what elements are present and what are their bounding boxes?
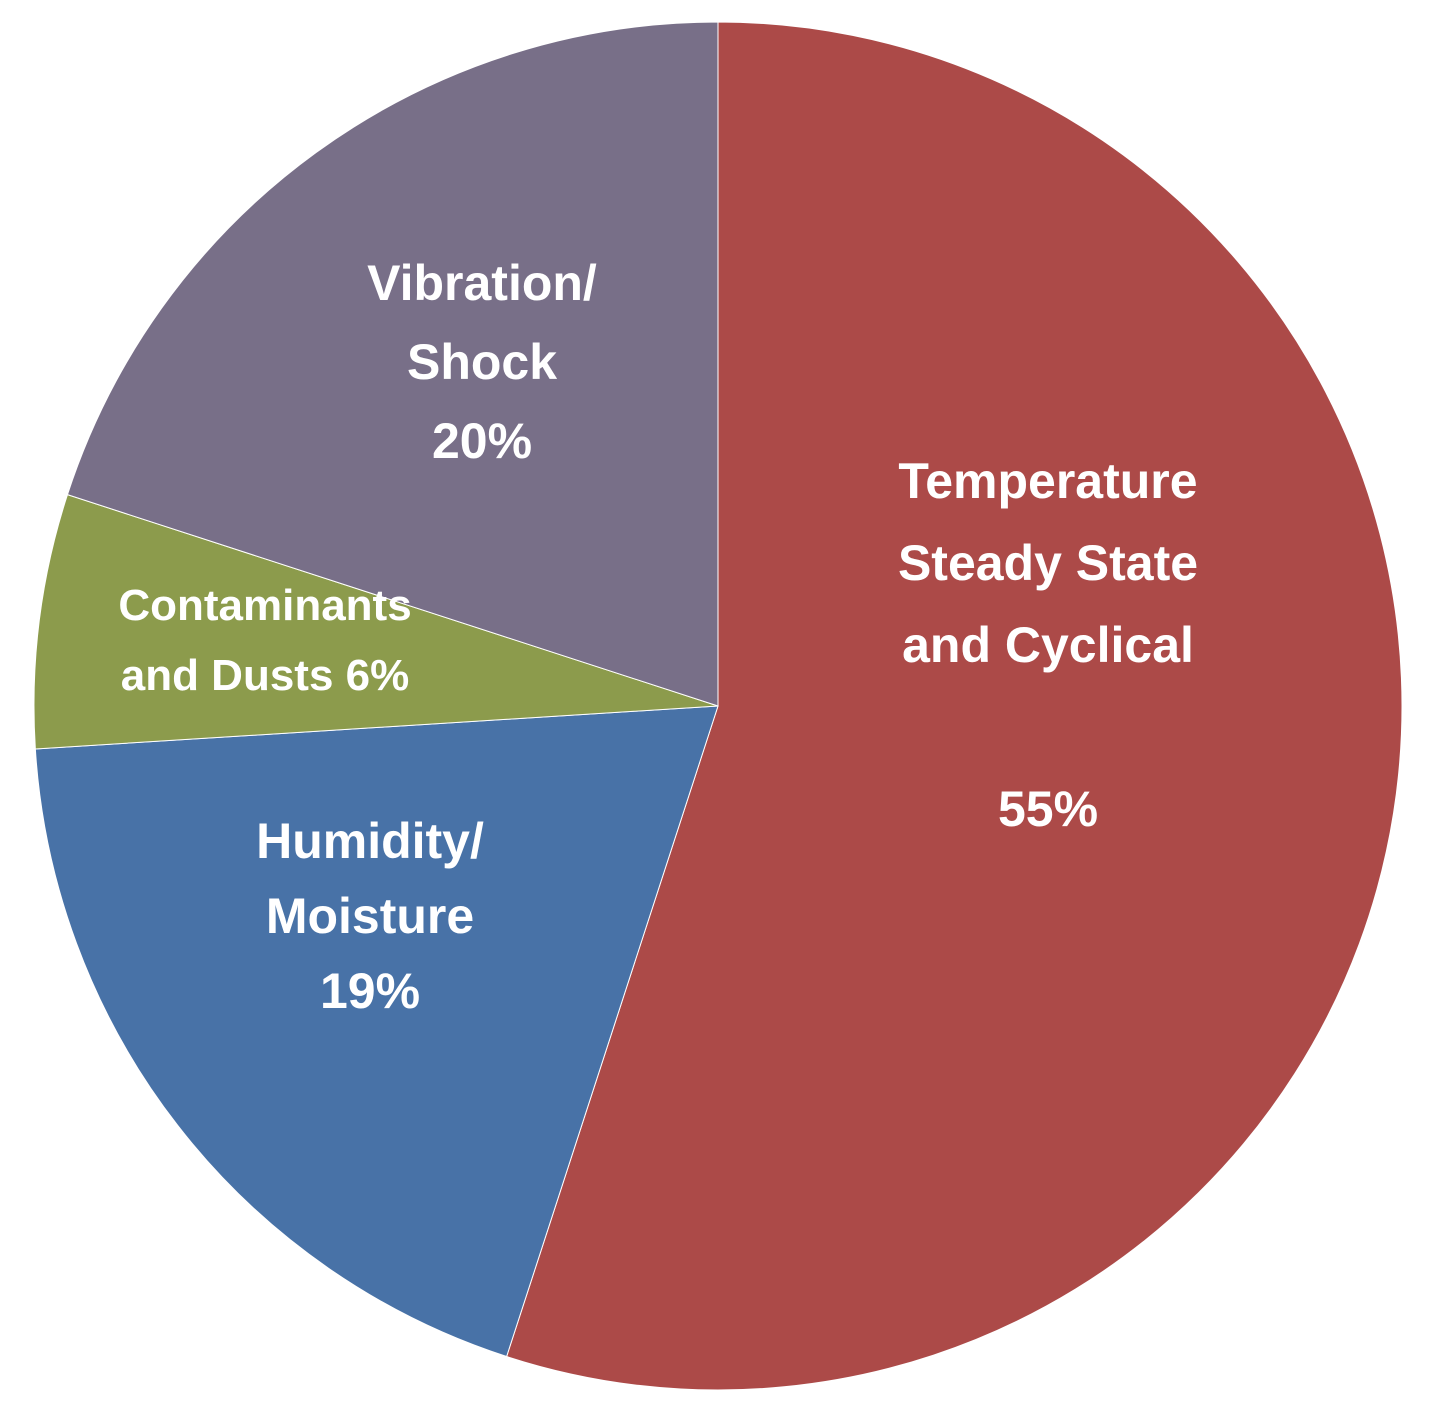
slice-label-temperature-steady-state-and-cyclical: Temperature Steady State and Cyclical 55%: [898, 453, 1198, 837]
slice-label-line: 55%: [998, 781, 1098, 837]
slice-label-humidity-moisture: Humidity/Moisture 19%: [256, 813, 484, 1019]
slice-label-line: and Cyclical: [902, 617, 1194, 673]
slice-label-line: Steady State: [898, 535, 1198, 591]
pie-slice-humidity-moisture: [34, 705, 719, 1358]
slice-label-line: Contaminants: [118, 581, 411, 630]
pie-slices: [33, 21, 1403, 1391]
slice-label-line: 19%: [320, 963, 420, 1019]
pie-slice-vibration-shock: [66, 21, 719, 707]
slice-label-line: Humidity/: [256, 813, 484, 869]
slice-label-line: Shock: [407, 334, 557, 390]
pie-slice-temperature-steady-state-and-cyclical: [505, 21, 1403, 1391]
slice-label-line: 20%: [432, 413, 532, 469]
slice-label-line: and Dusts 6%: [121, 651, 410, 700]
slice-label-line: Temperature: [898, 453, 1197, 509]
slice-label-vibration-shock: Vibration/Shock 20%: [367, 255, 597, 469]
pie-labels: Temperature Steady State and Cyclical 55% H…: [118, 255, 1198, 1019]
slice-label-line: Vibration/: [367, 255, 597, 311]
slice-label-line: [1041, 699, 1055, 755]
slice-label-contaminants-and-dusts: Contaminants and Dusts 6%: [118, 581, 411, 700]
pie-slice-contaminants-and-dusts: [33, 493, 719, 750]
slice-label-line: Moisture: [266, 888, 474, 944]
